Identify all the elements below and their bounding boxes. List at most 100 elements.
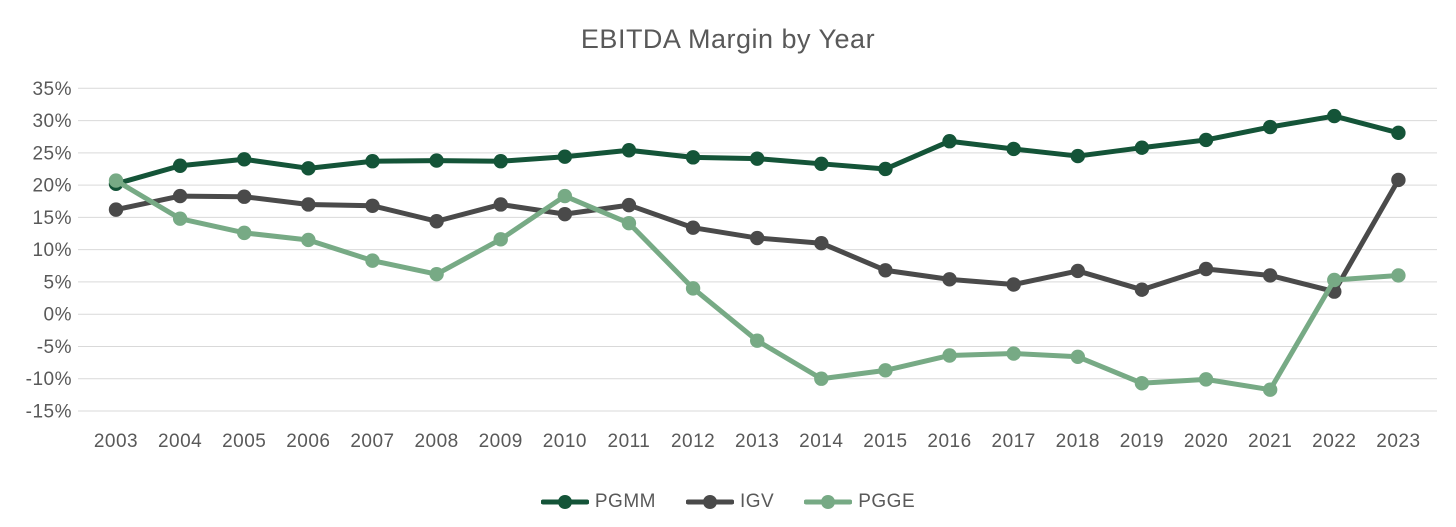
x-axis-tick-label: 2015	[863, 431, 907, 452]
y-axis-tick-label: 30%	[32, 111, 72, 132]
data-point-pgmm	[878, 161, 893, 177]
data-point-pgge	[365, 253, 380, 268]
data-point-pgmm	[1198, 132, 1214, 148]
x-axis-tick-label: 2004	[158, 431, 202, 452]
data-point-pgge	[172, 211, 188, 226]
data-point-pgmm	[1070, 148, 1086, 164]
x-axis-tick-label: 2005	[222, 431, 266, 452]
data-point-igv	[750, 230, 765, 246]
chart-title: EBITDA Margin by Year	[580, 24, 876, 54]
data-point-pgge	[942, 348, 957, 363]
y-axis-tick-label: -10%	[26, 369, 72, 390]
x-axis-tick-label: 2020	[1184, 431, 1228, 452]
data-point-pgge	[1391, 268, 1406, 283]
data-point-igv	[237, 189, 252, 204]
data-point-pgge	[1198, 372, 1214, 387]
x-axis-tick-label: 2018	[1056, 431, 1100, 452]
legend-marker-pgge-icon	[804, 495, 853, 509]
y-axis-tick-label: 5%	[44, 272, 72, 293]
data-point-pgmm	[237, 152, 252, 167]
chart-legend: PGMM IGV PGGE	[0, 491, 1456, 513]
data-point-pgge	[1327, 272, 1342, 288]
data-point-igv	[1134, 282, 1150, 297]
data-point-pgge	[878, 363, 893, 378]
y-axis-tick-label: 20%	[32, 176, 72, 197]
x-axis-tick-label: 2013	[735, 431, 779, 452]
data-point-pgge	[750, 333, 765, 348]
data-point-igv	[365, 198, 380, 213]
x-axis-tick-label: 2017	[992, 431, 1036, 452]
x-axis-tick-label: 2009	[479, 431, 523, 452]
data-point-pgmm	[1391, 125, 1406, 141]
data-point-igv	[878, 263, 893, 278]
y-axis-tick-label: -15%	[26, 402, 72, 423]
data-point-igv	[942, 272, 957, 287]
legend-item-pgmm: PGMM	[540, 491, 656, 513]
data-point-pgge	[301, 232, 316, 248]
data-point-pgge	[108, 173, 124, 188]
data-point-igv	[429, 214, 444, 229]
data-point-igv	[1006, 277, 1021, 292]
legend-label-pgge: PGGE	[858, 491, 916, 512]
data-point-pgmm	[814, 156, 829, 172]
x-axis-tick-label: 2022	[1312, 431, 1356, 452]
data-point-igv	[108, 202, 124, 217]
data-point-igv	[621, 197, 637, 213]
data-point-pgge	[1070, 349, 1086, 364]
data-point-igv	[1070, 263, 1086, 279]
x-axis-tick-label: 2011	[608, 431, 651, 452]
y-axis-tick-label: 25%	[32, 143, 72, 164]
legend-label-igv: IGV	[739, 491, 775, 512]
data-point-pgge	[237, 225, 252, 241]
data-point-pgmm	[301, 161, 316, 176]
data-point-igv	[685, 220, 701, 235]
data-point-pgmm	[493, 154, 508, 169]
data-point-igv	[1262, 268, 1278, 283]
x-axis-tick-label: 2007	[350, 431, 394, 452]
data-point-pgge	[1006, 346, 1021, 361]
data-point-igv	[1391, 172, 1406, 188]
data-point-pgge	[621, 215, 637, 231]
data-point-pgmm	[750, 151, 765, 166]
data-point-igv	[172, 188, 188, 204]
data-point-pgge	[685, 281, 701, 296]
data-point-pgmm	[1327, 108, 1342, 124]
data-point-pgmm	[365, 154, 380, 169]
legend-label-pgmm: PGMM	[594, 491, 656, 512]
y-axis-tick-label: -5%	[37, 337, 72, 358]
y-axis-tick-label: 35%	[32, 79, 72, 100]
series-line-pgge	[113, 178, 1401, 393]
x-axis-tick-label: 2014	[799, 431, 843, 452]
data-point-pgge	[1262, 382, 1278, 397]
data-point-igv	[557, 206, 573, 222]
data-point-igv	[301, 197, 316, 212]
data-point-pgmm	[621, 143, 637, 158]
x-axis-tick-label: 2010	[543, 431, 587, 452]
data-point-pgge	[1134, 376, 1150, 391]
legend-item-pgge: PGGE	[804, 491, 915, 513]
data-point-igv	[814, 235, 829, 251]
y-axis-tick-label: 0%	[44, 305, 72, 326]
data-point-igv	[493, 197, 508, 212]
data-point-pgmm	[685, 150, 701, 165]
legend-marker-pgmm-icon	[540, 495, 589, 509]
x-axis-tick-label: 2021	[1248, 431, 1292, 452]
x-axis-tick-label: 2012	[671, 431, 715, 452]
x-axis-tick-label: 2008	[414, 431, 458, 452]
data-point-pgge	[557, 188, 573, 204]
data-point-pgmm	[429, 153, 444, 168]
data-point-pgmm	[1134, 140, 1150, 155]
data-point-pgmm	[1006, 141, 1021, 157]
data-point-igv	[1198, 261, 1214, 277]
data-point-pgmm	[1262, 119, 1278, 135]
x-axis-tick-label: 2023	[1376, 431, 1420, 452]
data-point-pgge	[429, 266, 444, 282]
legend-marker-igv-icon	[685, 495, 734, 509]
data-point-pgge	[814, 371, 829, 386]
y-axis-tick-label: 10%	[32, 240, 72, 261]
x-axis-tick-label: 2019	[1120, 431, 1164, 452]
data-point-pgmm	[942, 134, 957, 149]
data-point-pgmm	[557, 149, 573, 164]
